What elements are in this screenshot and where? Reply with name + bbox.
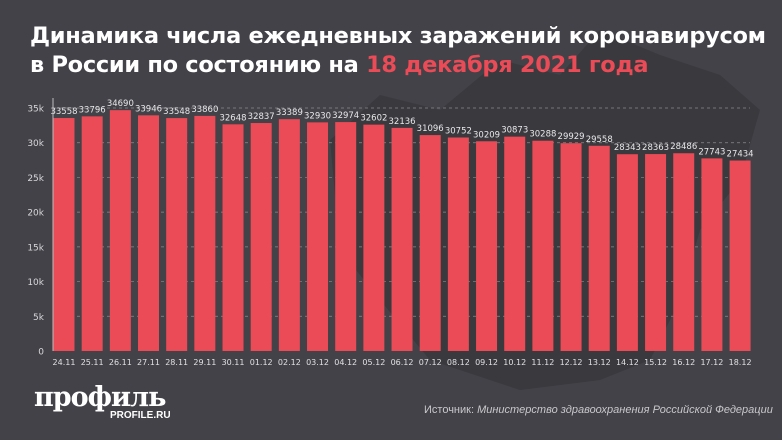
- data-label: 32648: [219, 113, 246, 123]
- bar: [138, 115, 160, 351]
- bar: [447, 137, 469, 351]
- x-tick-label: 01.12: [250, 358, 273, 367]
- bar: [532, 140, 554, 351]
- data-label: 30209: [473, 130, 500, 140]
- title-text: Динамика числа ежедневных заражений коро…: [30, 23, 766, 78]
- data-label: 33860: [191, 105, 218, 115]
- bar: [363, 124, 385, 351]
- bar: [166, 118, 188, 352]
- data-label: 32974: [332, 111, 359, 121]
- data-label: 33558: [50, 107, 77, 117]
- data-label: 33548: [163, 107, 190, 117]
- bar: [222, 124, 244, 352]
- x-tick-label: 09.12: [475, 358, 498, 367]
- data-label: 27434: [727, 150, 754, 160]
- data-label: 30288: [529, 130, 556, 140]
- bar: [335, 122, 357, 352]
- data-label: 29558: [586, 135, 613, 145]
- bar: [504, 136, 526, 351]
- bar: [391, 127, 413, 352]
- data-label: 28486: [670, 142, 697, 152]
- x-tick-label: 24.11: [53, 358, 76, 367]
- x-tick-label: 02.12: [278, 358, 301, 367]
- bar: [729, 160, 751, 351]
- bar: [250, 123, 272, 352]
- bar: [645, 154, 667, 351]
- x-tick-label: 27.11: [137, 358, 160, 367]
- x-tick-label: 06.12: [391, 358, 414, 367]
- y-tick-label: 25k: [27, 174, 44, 184]
- bar: [616, 154, 638, 351]
- x-tick-label: 08.12: [447, 358, 470, 367]
- bar: [278, 119, 300, 352]
- data-label: 28343: [614, 143, 641, 153]
- y-tick-label: 10k: [27, 278, 44, 288]
- bar: [673, 153, 695, 351]
- data-label: 33796: [79, 105, 106, 115]
- x-tick-label: 14.12: [616, 358, 639, 367]
- x-tick-label: 26.11: [109, 358, 132, 367]
- x-tick-label: 03.12: [306, 358, 329, 367]
- y-tick-label: 30k: [27, 139, 44, 149]
- x-tick-label: 12.12: [560, 358, 583, 367]
- title-date: 18 декабря 2021 года: [366, 52, 649, 78]
- data-label: 33946: [135, 104, 162, 114]
- data-label: 30873: [501, 126, 528, 136]
- x-tick-label: 07.12: [419, 358, 442, 367]
- x-tick-label: 04.12: [334, 358, 357, 367]
- bar: [588, 145, 610, 351]
- x-tick-label: 28.11: [165, 358, 188, 367]
- data-label: 32136: [389, 117, 416, 127]
- data-label: 30752: [445, 126, 472, 136]
- x-tick-label: 29.11: [193, 358, 216, 367]
- y-tick-label: 15k: [27, 243, 44, 253]
- x-tick-label: 11.12: [531, 358, 554, 367]
- data-label: 34690: [107, 99, 134, 109]
- bar: [701, 158, 723, 351]
- data-label: 29929: [558, 132, 585, 142]
- x-tick-label: 18.12: [729, 358, 752, 367]
- data-label: 32837: [248, 112, 275, 122]
- bar: [560, 143, 582, 351]
- y-tick-label: 0: [38, 348, 44, 358]
- x-tick-label: 15.12: [644, 358, 667, 367]
- x-tick-label: 25.11: [81, 358, 104, 367]
- data-label: 27743: [698, 147, 725, 157]
- data-label: 32602: [360, 114, 387, 124]
- source-text: Министерство здравоохранения Российской …: [474, 404, 773, 416]
- chart-title: Динамика числа ежедневных заражений коро…: [30, 22, 770, 80]
- y-tick-label: 35k: [27, 105, 44, 115]
- bar: [419, 135, 441, 351]
- data-label: 28363: [642, 143, 669, 153]
- x-tick-label: 13.12: [588, 358, 611, 367]
- bar: [476, 141, 498, 351]
- y-tick-label: 5k: [33, 313, 45, 323]
- x-tick-label: 10.12: [503, 358, 526, 367]
- bar: [194, 115, 216, 351]
- data-label: 32930: [304, 111, 331, 121]
- x-tick-label: 17.12: [700, 358, 723, 367]
- y-tick-label: 20k: [27, 209, 44, 219]
- bar: [307, 122, 329, 352]
- bar: [53, 118, 75, 351]
- data-label: 33389: [276, 108, 303, 118]
- x-tick-label: 16.12: [672, 358, 695, 367]
- bar: [81, 116, 103, 352]
- bar: [109, 110, 131, 351]
- data-label: 31096: [417, 124, 444, 134]
- x-tick-label: 05.12: [362, 358, 385, 367]
- logo-site: PROFILE.RU: [110, 410, 171, 421]
- source-note: Источник: Министерство здравоохранения Р…: [424, 404, 773, 416]
- x-tick-label: 30.11: [222, 358, 245, 367]
- source-label: Источник:: [424, 404, 475, 416]
- logo: профиль: [34, 382, 166, 413]
